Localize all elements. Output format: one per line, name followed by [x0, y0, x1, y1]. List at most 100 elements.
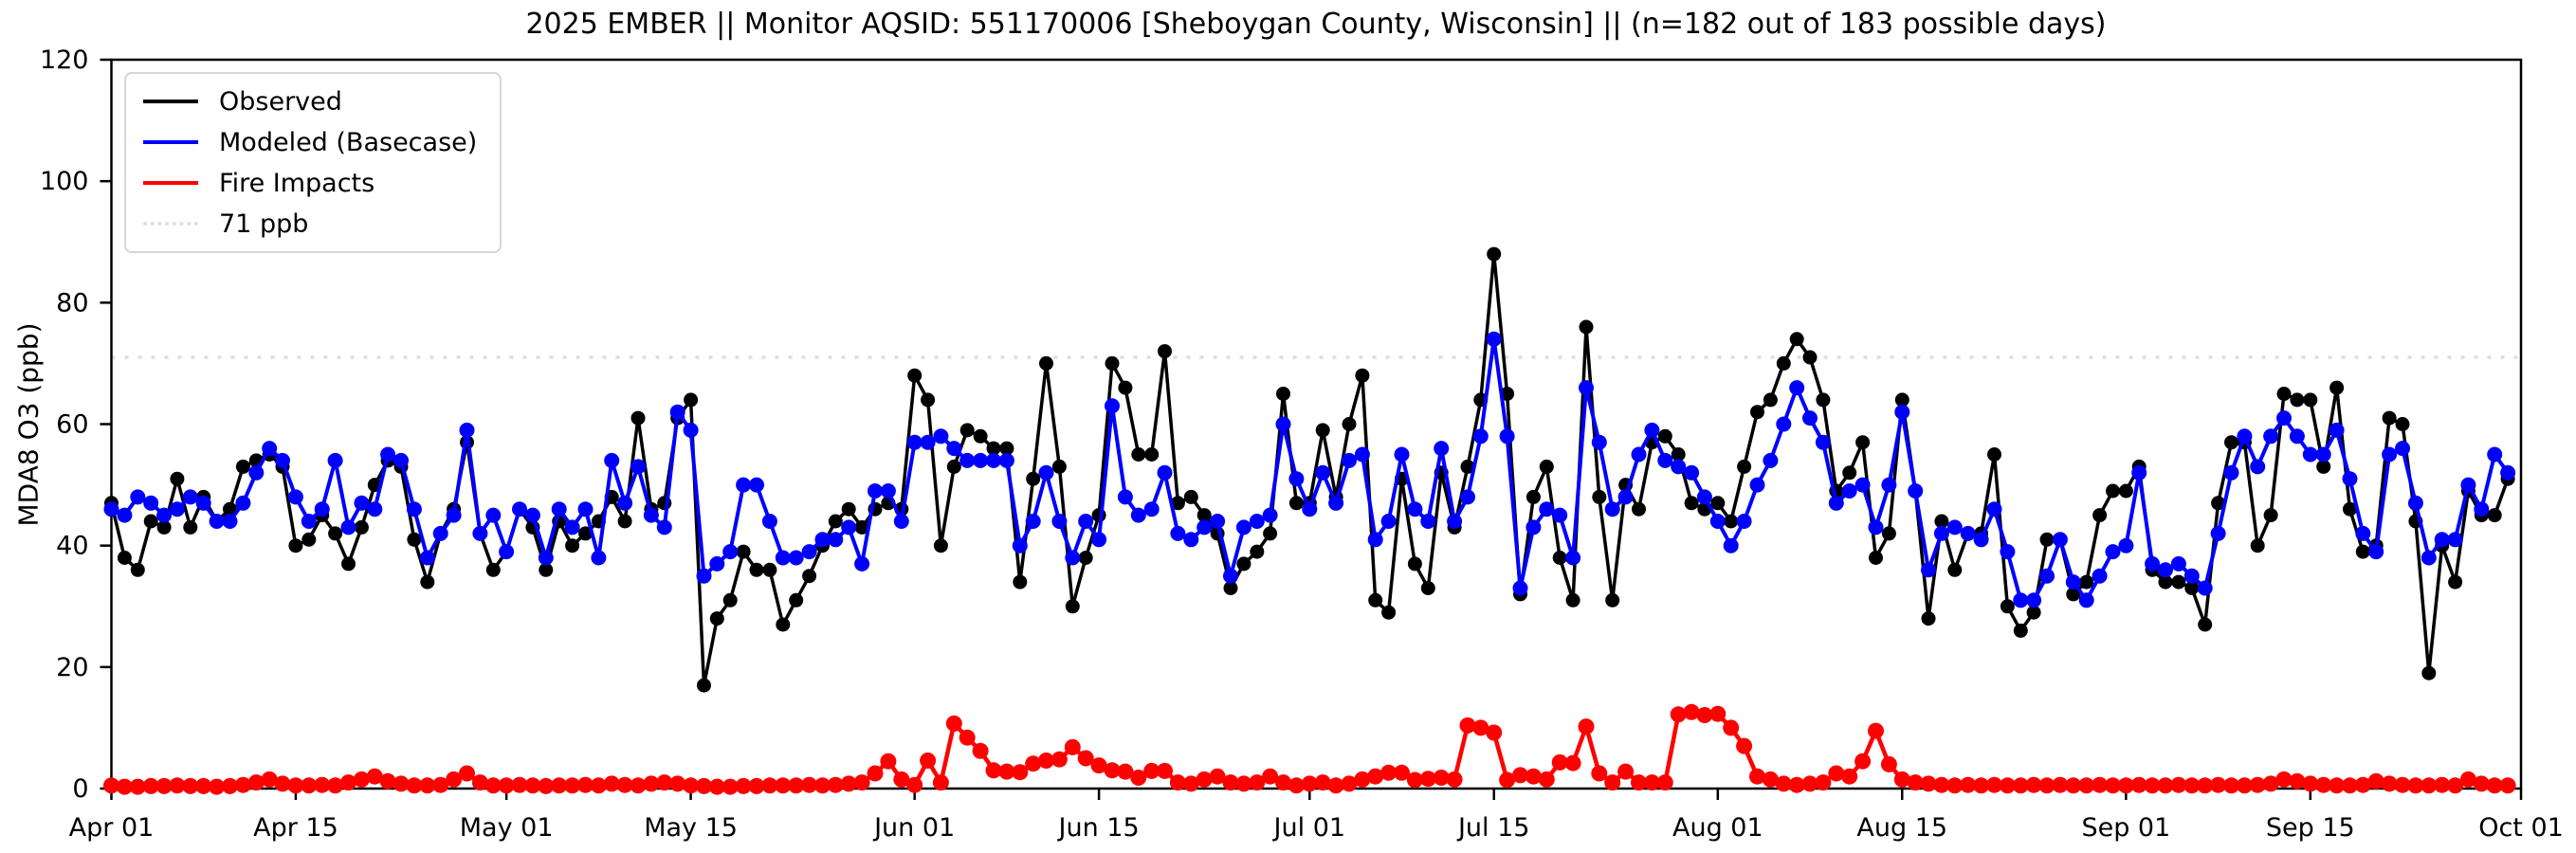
fire-impacts-marker	[2421, 777, 2438, 794]
observed-marker	[2303, 392, 2318, 408]
fire-impacts-marker	[827, 776, 844, 793]
observed-marker	[762, 562, 777, 577]
modeled-basecase--marker	[432, 525, 448, 541]
modeled-basecase--marker	[2276, 410, 2292, 426]
observed-marker	[1539, 459, 1554, 474]
observed-marker	[565, 538, 580, 554]
x-tick-label: Jul 01	[1272, 813, 1346, 843]
modeled-basecase--marker	[1644, 422, 1660, 438]
observed-marker	[1881, 526, 1896, 541]
modeled-basecase--marker	[828, 532, 844, 548]
modeled-basecase--marker	[630, 459, 646, 475]
fire-impacts-marker	[2354, 776, 2371, 793]
observed-marker	[802, 569, 817, 584]
modeled-basecase--marker	[393, 452, 409, 468]
x-tick-label: May 15	[644, 813, 738, 843]
fire-impacts-marker	[1077, 750, 1094, 767]
observed-marker	[578, 526, 593, 541]
observed-marker	[749, 562, 764, 577]
fire-impacts-marker	[616, 776, 633, 793]
modeled-basecase--marker	[2289, 428, 2305, 445]
fire-impacts-marker	[696, 777, 712, 794]
modeled-basecase--marker	[1078, 514, 1094, 529]
observed-marker	[1789, 332, 1804, 347]
observed-marker	[2000, 599, 2015, 614]
observed-marker	[722, 592, 738, 608]
fire-impacts-marker	[2289, 772, 2306, 789]
fire-impacts-marker	[2315, 776, 2332, 793]
fire-impacts-marker	[327, 777, 344, 794]
modeled-basecase--marker	[1460, 489, 1475, 505]
fire-impacts-marker	[1643, 774, 1660, 791]
fire-impacts-marker	[195, 777, 212, 794]
modeled-basecase--marker	[1434, 441, 1450, 457]
fire-impacts-marker	[1933, 776, 1950, 793]
modeled-basecase--marker	[1486, 331, 1502, 347]
modeled-basecase--marker	[973, 452, 989, 468]
modeled-basecase--marker	[946, 441, 962, 457]
fire-impacts-marker	[1578, 718, 1595, 735]
observed-marker	[301, 532, 317, 547]
observed-marker	[1288, 496, 1304, 511]
fire-impacts-marker	[459, 765, 475, 782]
observed-marker	[354, 519, 369, 535]
threshold-line-sample	[143, 222, 198, 226]
observed-marker	[341, 556, 356, 572]
modeled-basecase--marker	[1749, 477, 1765, 493]
fire-impacts-marker	[1893, 771, 1910, 788]
fire-impacts-marker	[314, 776, 331, 793]
fire-impacts-marker	[801, 776, 818, 793]
observed-marker	[1105, 355, 1120, 371]
observed-marker	[1276, 387, 1290, 401]
fire-impacts-marker	[1854, 753, 1872, 770]
legend: Observed Modeled (Basecase) Fire Impacts…	[124, 72, 502, 253]
fire-impacts-marker	[1815, 774, 1832, 791]
fire-impacts-marker	[247, 774, 265, 791]
fire-impacts-marker	[2381, 775, 2398, 792]
modeled-basecase--marker	[1565, 550, 1581, 566]
modeled-basecase--marker	[1367, 532, 1383, 548]
observed-marker	[2039, 532, 2055, 547]
modeled-basecase--marker	[2237, 428, 2253, 445]
fire-impacts-marker	[1736, 737, 1753, 754]
modeled-basecase--marker	[2487, 446, 2503, 463]
observed-marker	[143, 514, 158, 529]
modeled-basecase--marker	[1776, 416, 1792, 432]
observed-marker	[1263, 526, 1278, 541]
modeled-basecase--marker	[1604, 501, 1620, 517]
fire-impacts-marker	[2459, 771, 2476, 788]
modeled-basecase--marker	[1921, 562, 1936, 578]
modeled-basecase--marker	[801, 544, 817, 560]
observed-marker	[420, 574, 435, 590]
modeled-basecase--marker	[354, 495, 370, 511]
modeled-basecase--marker	[2118, 537, 2134, 554]
legend-item-fire: Fire Impacts	[143, 167, 477, 199]
fire-impacts-marker	[1196, 771, 1213, 788]
observed-marker	[407, 532, 422, 547]
observed-marker	[2184, 581, 2200, 595]
modeled-basecase--marker	[130, 489, 146, 505]
observed-marker	[630, 410, 646, 426]
modeled-basecase--marker	[367, 501, 383, 517]
modeled-basecase--marker	[103, 501, 119, 517]
fire-impacts-marker	[432, 776, 449, 793]
modeled-basecase--marker	[591, 550, 607, 566]
modeled-basecase--marker	[2395, 441, 2410, 457]
fire-impacts-marker	[2302, 775, 2319, 792]
observed-marker	[1671, 447, 1686, 462]
modeled-basecase--marker	[1025, 514, 1041, 529]
observed-marker	[235, 459, 250, 474]
fire-impacts-marker	[1262, 768, 1279, 785]
fire-impacts-marker	[1828, 765, 1845, 782]
modeled-basecase--marker	[1394, 446, 1410, 463]
modeled-basecase--marker	[2026, 592, 2042, 608]
observed-marker	[1026, 471, 1041, 486]
fire-impacts-marker	[1104, 762, 1121, 779]
fire-impacts-marker	[840, 775, 857, 792]
modeled-basecase--marker	[1183, 532, 1199, 548]
fire-impacts-marker	[1525, 768, 1542, 785]
observed-marker	[973, 428, 988, 444]
x-tick-label: Oct 01	[2478, 813, 2564, 843]
fire-impacts-marker	[1130, 770, 1147, 786]
observed-marker	[2382, 410, 2397, 426]
